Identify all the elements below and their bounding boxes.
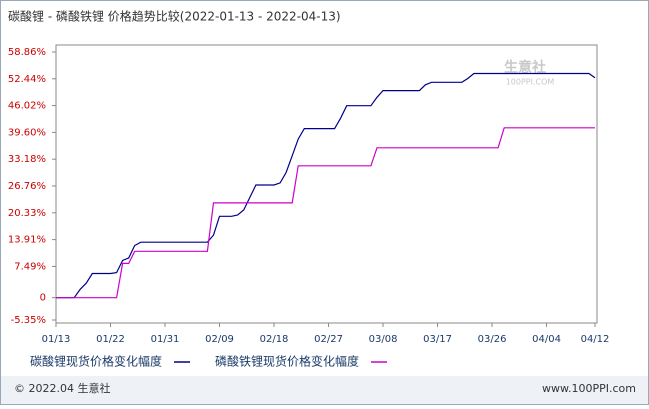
watermark: 生意社	[504, 59, 546, 76]
watermark: 100PPI.COM	[506, 78, 555, 87]
x-tick-label: 03/26	[478, 334, 507, 345]
x-tick-label: 01/13	[42, 334, 71, 345]
footer-bar	[1, 376, 648, 404]
y-tick-label: 46.02%	[8, 101, 46, 112]
y-tick-label: 52.44%	[8, 74, 46, 85]
y-tick-label: 7.49%	[14, 261, 46, 272]
y-tick-label: 0	[40, 293, 46, 304]
legend-label: 磷酸铁锂现货价格变化幅度	[215, 354, 359, 369]
plot-frame	[55, 44, 598, 324]
series-line	[56, 127, 595, 299]
footer-right: www.100PPI.com	[542, 382, 636, 395]
footer-left: © 2022.04 生意社	[14, 381, 110, 395]
x-tick-label: 01/22	[96, 334, 125, 345]
y-tick-label: 33.18%	[8, 154, 46, 165]
x-tick-label: 04/12	[581, 334, 610, 345]
x-tick-label: 02/09	[205, 334, 234, 345]
y-tick-label: 58.86%	[8, 47, 46, 58]
legend-label: 碳酸锂现货价格变化幅度	[30, 354, 162, 369]
x-tick-label: 02/27	[314, 334, 343, 345]
y-tick-label: 26.76%	[8, 181, 46, 192]
x-tick-label: 01/31	[151, 334, 180, 345]
y-tick-label: 20.33%	[8, 208, 46, 219]
x-tick-label: 03/08	[369, 334, 398, 345]
chart-title: 碳酸锂 - 磷酸铁锂 价格趋势比较(2022-01-13 - 2022-04-1…	[8, 9, 341, 24]
x-tick-label: 04/04	[532, 334, 561, 345]
series-line	[56, 72, 596, 299]
y-tick-label: 39.60%	[8, 127, 46, 138]
x-tick-label: 02/18	[260, 334, 289, 345]
y-tick-label: -5.35%	[11, 315, 46, 326]
y-tick-label: 13.91%	[8, 235, 46, 246]
x-tick-label: 03/17	[423, 334, 452, 345]
